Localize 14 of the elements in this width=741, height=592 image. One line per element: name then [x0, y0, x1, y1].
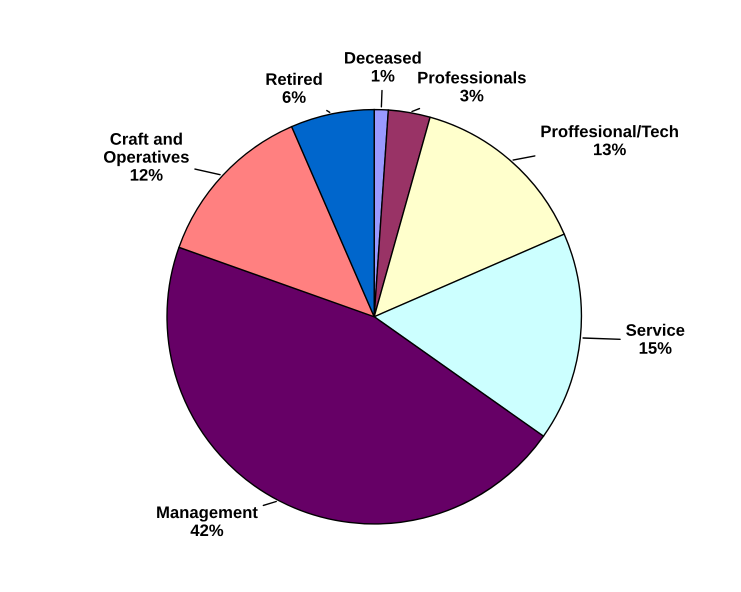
data-label: 42%	[190, 524, 224, 536]
slice-label: Craft and Operatives	[104, 132, 189, 166]
slice-label: Deceased	[345, 51, 421, 64]
data-label: 3%	[460, 90, 484, 102]
slice-label: Service	[626, 324, 684, 336]
data-label: 6%	[282, 91, 306, 103]
slice-label: Proffesional/Tech	[541, 125, 678, 138]
data-label: 1%	[372, 70, 394, 82]
slice-label: Management	[157, 506, 258, 522]
slice-label: Retired	[266, 72, 322, 86]
data-label: 15%	[640, 342, 672, 354]
data-label: 12%	[130, 168, 163, 181]
slice-label: Professionals	[418, 71, 526, 84]
data-label: 13%	[594, 143, 626, 156]
